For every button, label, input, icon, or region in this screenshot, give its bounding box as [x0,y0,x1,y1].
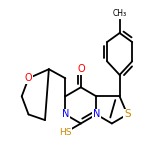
Text: O: O [25,73,32,83]
Text: CH₃: CH₃ [112,9,127,18]
Text: O: O [77,64,85,74]
Text: HS: HS [59,128,72,137]
Text: N: N [93,109,100,119]
Text: N: N [62,109,69,119]
Text: S: S [124,109,131,119]
